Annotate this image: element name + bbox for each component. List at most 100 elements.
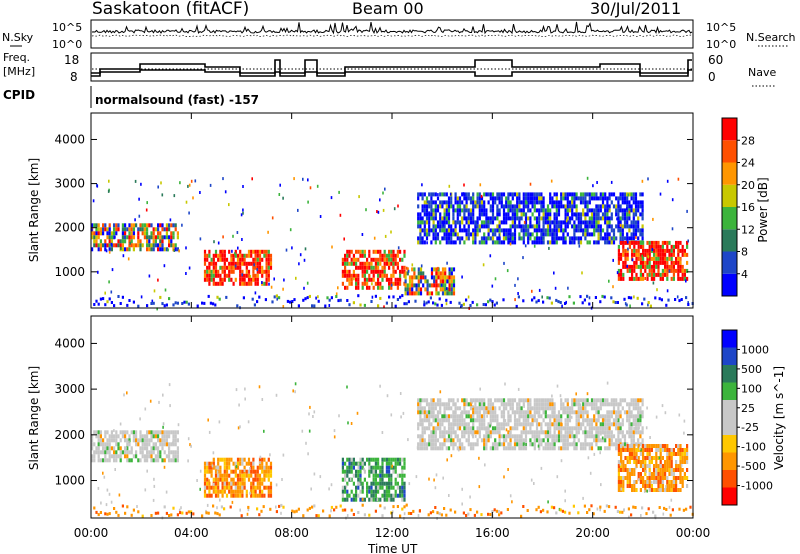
- heatmap-cell: [599, 224, 602, 229]
- heatmap-cell: [104, 303, 107, 307]
- heatmap-cell: [428, 406, 431, 411]
- heatmap-cell: [546, 232, 550, 237]
- heatmap-cell: [458, 240, 462, 245]
- heatmap-cell: [677, 252, 680, 257]
- heatmap-cell: [359, 461, 362, 466]
- heatmap-cell: [531, 406, 534, 411]
- heatmap-cell: [151, 299, 154, 303]
- heatmap-cell: [170, 243, 173, 248]
- heatmap-cell: [509, 216, 512, 221]
- heatmap-cell: [509, 232, 512, 237]
- heatmap-cell: [575, 446, 578, 451]
- heatmap-cell: [372, 473, 375, 478]
- heatmap-cell: [445, 446, 448, 451]
- heatmap-cell: [205, 511, 208, 515]
- heatmap-cell: [157, 227, 160, 232]
- heatmap-cell: [447, 200, 451, 205]
- heatmap-cell: [221, 277, 224, 282]
- heatmap-cell: [403, 489, 406, 494]
- heatmap-cell: [566, 204, 569, 209]
- heatmap-cell: [661, 272, 664, 277]
- heatmap-cell: [219, 265, 222, 270]
- heatmap-cell: [232, 477, 235, 482]
- heatmap-cell: [261, 477, 264, 482]
- heatmap-cell: [377, 473, 380, 478]
- heatmap-cell: [610, 442, 613, 447]
- heatmap-cell: [240, 514, 243, 518]
- heatmap-cell: [254, 477, 257, 482]
- heatmap-cell: [234, 473, 237, 478]
- heatmap-cell: [176, 458, 179, 463]
- heatmap-cell: [143, 231, 146, 236]
- heatmap-cell: [638, 426, 640, 430]
- heatmap-cell: [361, 281, 364, 286]
- heatmap-cell: [432, 446, 435, 451]
- heatmap-cell: [632, 192, 635, 197]
- heatmap-cell: [123, 393, 125, 397]
- heatmap-cell: [487, 402, 490, 407]
- heatmap-cell: [126, 450, 129, 455]
- heatmap-cell: [529, 426, 532, 431]
- heatmap-cell: [214, 473, 218, 478]
- heatmap-cell: [219, 277, 222, 282]
- heatmap-cell: [520, 398, 523, 403]
- heatmap-cell: [225, 257, 229, 262]
- heatmap-cell: [439, 390, 442, 394]
- heatmap-cell: [679, 444, 682, 448]
- heatmap-cell: [372, 469, 375, 474]
- heatmap-cell: [150, 458, 153, 463]
- heatmap-cell: [628, 192, 631, 197]
- heatmap-cell: [250, 469, 253, 474]
- heatmap-cell: [447, 406, 451, 411]
- heatmap-cell: [626, 208, 629, 213]
- heatmap-cell: [655, 444, 658, 448]
- heatmap-cell: [622, 252, 625, 257]
- heatmap-cell: [419, 422, 422, 427]
- heatmap-cell: [538, 200, 541, 205]
- heatmap-cell: [404, 291, 407, 296]
- heatmap-cell: [461, 200, 464, 205]
- heatmap-cell: [595, 406, 598, 411]
- heatmap-cell: [381, 273, 384, 278]
- heatmap-cell: [93, 231, 96, 236]
- heatmap-cell: [467, 232, 470, 237]
- heatmap-cell: [632, 434, 635, 439]
- heatmap-cell: [128, 440, 130, 444]
- heatmap-cell: [454, 192, 457, 197]
- heatmap-cell: [463, 196, 466, 201]
- heatmap-cell: [623, 297, 626, 301]
- heatmap-cell: [139, 417, 141, 421]
- heatmap-cell: [507, 398, 510, 403]
- heatmap-cell: [434, 438, 437, 443]
- heatmap-cell: [624, 260, 627, 265]
- heatmap-cell: [135, 454, 138, 459]
- heatmap-cell: [599, 406, 602, 411]
- heatmap-cell: [476, 410, 479, 415]
- heatmap-cell: [527, 200, 530, 205]
- heatmap-cell: [635, 480, 638, 484]
- heatmap-cell: [675, 476, 678, 480]
- heatmap-cell: [630, 422, 633, 427]
- heatmap-cell: [439, 426, 442, 431]
- heatmap-cell: [104, 291, 106, 295]
- heatmap-cell: [174, 442, 177, 447]
- heatmap-cell: [564, 422, 567, 427]
- heatmap-cell: [593, 220, 596, 225]
- heatmap-cell: [615, 208, 618, 213]
- heatmap-cell: [608, 236, 611, 241]
- heatmap-cell: [522, 438, 525, 443]
- heatmap-cell: [595, 224, 598, 229]
- heatmap-cell: [689, 505, 692, 509]
- heatmap-cell: [448, 291, 451, 296]
- heatmap-cell: [188, 266, 191, 270]
- heatmap-cell: [659, 244, 662, 249]
- heatmap-cell: [474, 200, 477, 205]
- heatmap-cell: [113, 434, 116, 439]
- heatmap-cell: [597, 398, 600, 403]
- heatmap-cell: [363, 281, 366, 286]
- heatmap-cell: [91, 235, 94, 240]
- heatmap-cell: [617, 220, 620, 225]
- heatmap-cell: [579, 426, 583, 431]
- heatmap-cell: [498, 422, 501, 427]
